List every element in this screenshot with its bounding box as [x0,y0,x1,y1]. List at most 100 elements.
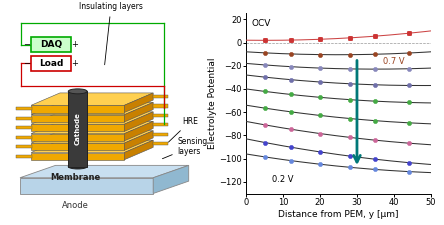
Polygon shape [31,131,153,143]
Bar [16,136,32,139]
Polygon shape [31,134,124,141]
Point [405,67,412,71]
Point [261,141,268,144]
Point [372,34,379,38]
Point [405,32,412,35]
Point [287,159,294,162]
Point [405,101,412,104]
Point [372,138,379,142]
Point [261,38,268,42]
Point [261,90,268,93]
Point [261,123,268,127]
Ellipse shape [68,164,87,169]
Text: Insulating layers: Insulating layers [79,2,143,65]
Polygon shape [20,178,153,194]
Bar [16,117,32,120]
Point [261,155,268,159]
Point [405,32,412,35]
Point [405,51,412,55]
Polygon shape [20,165,189,178]
Point [317,80,324,84]
FancyBboxPatch shape [31,56,71,71]
Bar [153,104,167,108]
Polygon shape [124,140,153,160]
Point [287,52,294,56]
Point [287,38,294,42]
Bar [16,145,32,148]
Polygon shape [31,121,153,134]
Point [372,67,379,71]
Bar [16,126,32,129]
Bar [153,114,167,117]
Polygon shape [124,102,153,122]
Point [287,78,294,81]
Ellipse shape [68,89,87,94]
Point [346,36,353,40]
Point [317,38,324,41]
Y-axis label: Electrolyte Potential: Electrolyte Potential [208,58,218,149]
Point [372,168,379,171]
Point [317,66,324,70]
Bar [68,91,87,166]
Text: +: + [71,59,79,68]
Bar [16,107,32,110]
Text: Cathode: Cathode [75,112,81,145]
Point [261,106,268,110]
Point [261,63,268,67]
Text: Load: Load [39,59,63,68]
Point [261,51,268,55]
Point [346,98,353,101]
X-axis label: Distance from PEM, y [μm]: Distance from PEM, y [μm] [278,210,399,219]
Point [405,121,412,125]
Point [346,36,353,40]
Point [287,145,294,149]
Point [317,96,324,99]
Polygon shape [124,112,153,131]
Point [405,141,412,145]
Polygon shape [124,131,153,150]
Text: DAQ: DAQ [40,40,62,49]
Text: OCV: OCV [252,19,271,28]
Polygon shape [31,102,153,115]
Point [287,93,294,96]
Point [372,99,379,103]
Bar [16,155,32,158]
Bar [153,95,167,98]
FancyBboxPatch shape [31,37,71,52]
Polygon shape [31,140,153,153]
Point [287,110,294,114]
Point [372,52,379,56]
Bar [153,142,167,145]
Text: −: − [24,59,31,68]
Point [405,161,412,164]
Point [317,114,324,117]
Text: Membrane: Membrane [50,173,101,182]
Point [346,117,353,120]
Point [346,136,353,139]
Point [346,82,353,86]
Text: Anode: Anode [62,201,89,210]
Polygon shape [124,121,153,141]
Point [317,53,324,56]
Point [287,38,294,42]
Polygon shape [31,93,153,105]
Point [317,132,324,135]
Text: −: − [24,40,31,49]
Text: 0.7 V: 0.7 V [383,57,404,66]
Bar [153,123,167,126]
Text: HRE: HRE [169,117,198,142]
Polygon shape [31,112,153,124]
Point [317,38,324,41]
Polygon shape [31,105,124,112]
Polygon shape [124,93,153,112]
Text: 0.2 V: 0.2 V [272,175,294,184]
Point [287,65,294,68]
Point [346,67,353,71]
Polygon shape [31,124,124,131]
Point [372,119,379,122]
Point [405,84,412,87]
Point [317,162,324,166]
Point [261,38,268,42]
Point [261,75,268,79]
Text: +: + [71,40,79,49]
